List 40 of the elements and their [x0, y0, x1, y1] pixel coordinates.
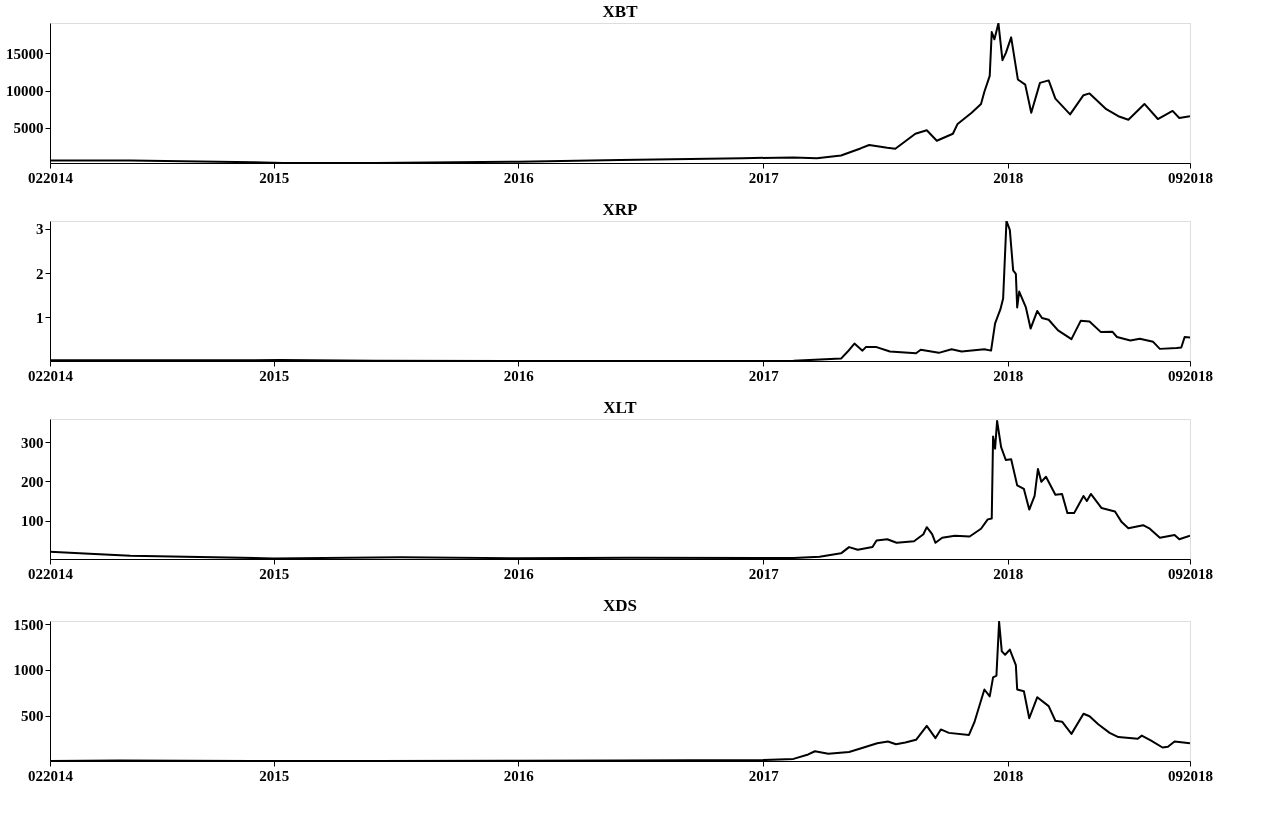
x-tick-label: 2016 — [503, 565, 535, 582]
y-tick-label: 1500 — [13, 616, 44, 633]
y-tick-label: 500 — [21, 708, 44, 725]
x-tick-label: 092018 — [1168, 565, 1213, 582]
x-tick-label: 2017 — [748, 169, 780, 186]
y-tick-label: 100 — [21, 513, 44, 530]
y-tick-label: 1000 — [13, 662, 44, 679]
y-tick-label: 10000 — [6, 83, 44, 100]
x-tick-label: 2015 — [259, 767, 290, 784]
y-tick-label: 3 — [36, 221, 44, 238]
y-tick-label: 5000 — [13, 120, 44, 137]
x-tick-label: 2017 — [748, 367, 780, 384]
x-tick-label: 2017 — [748, 565, 780, 582]
chart-title: XDS — [602, 596, 638, 616]
y-tick-label: 1 — [36, 309, 44, 326]
chart-title: XLT — [603, 398, 638, 417]
x-tick-label: 2016 — [503, 169, 535, 186]
y-tick-label: 2 — [36, 265, 44, 282]
x-tick-label: 2018 — [993, 565, 1024, 582]
x-tick-label: 2015 — [259, 367, 290, 384]
x-tick-label: 092018 — [1168, 367, 1213, 384]
chart-title: XRP — [602, 200, 638, 219]
x-tick-label: 022014 — [28, 565, 74, 582]
x-tick-label: 022014 — [28, 367, 74, 384]
x-tick-label: 2015 — [259, 565, 290, 582]
y-tick-label: 200 — [21, 473, 44, 490]
y-tick-label: 15000 — [6, 45, 44, 62]
x-tick-label: 092018 — [1168, 169, 1213, 186]
x-tick-label: 022014 — [28, 767, 74, 784]
x-tick-label: 2016 — [503, 367, 535, 384]
x-tick-label: 092018 — [1168, 767, 1213, 784]
x-tick-label: 2017 — [748, 767, 780, 784]
x-tick-label: 2015 — [259, 169, 290, 186]
x-tick-label: 022014 — [28, 169, 74, 186]
x-tick-label: 2018 — [993, 169, 1024, 186]
x-tick-label: 2018 — [993, 767, 1024, 784]
x-tick-label: 2018 — [993, 367, 1024, 384]
chart-title: XBT — [602, 2, 639, 21]
y-tick-label: 300 — [21, 434, 44, 451]
x-tick-label: 2016 — [503, 767, 535, 784]
